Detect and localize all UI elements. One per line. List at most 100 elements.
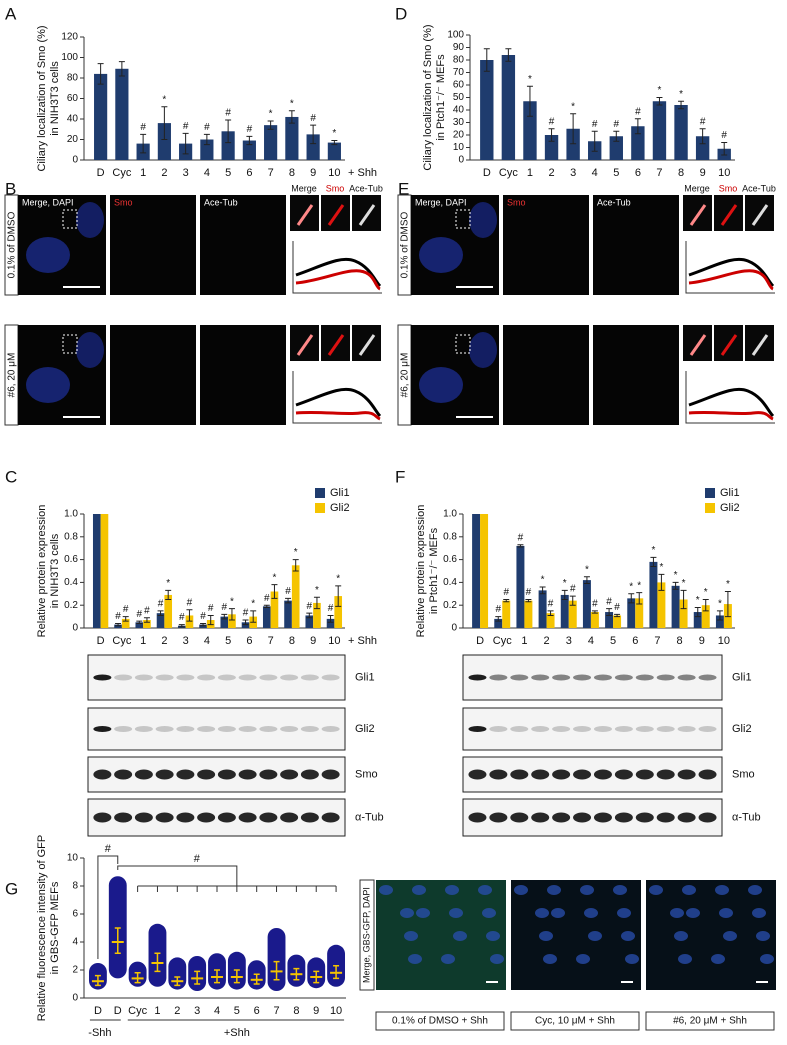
bracket: [117, 865, 337, 887]
blot-label: α-Tub: [732, 811, 761, 823]
bar: [501, 55, 516, 160]
legend-swatch: [315, 503, 325, 513]
fluor-image: [646, 880, 776, 990]
x-tick-label: Cyc: [493, 635, 512, 647]
y-tick-label: 0.8: [443, 531, 457, 542]
y-tick-label: 100: [447, 30, 464, 41]
error-bar: [694, 606, 701, 618]
cell-nucleus: [621, 931, 635, 941]
blot-label: Gli2: [355, 723, 375, 735]
bar: [199, 624, 207, 628]
x-tick-label: 6: [246, 167, 252, 179]
x-tick-label: D: [476, 635, 484, 647]
y-tick-label: 80: [67, 73, 79, 84]
significance-marker: #: [635, 106, 641, 117]
significance-marker: #: [614, 602, 620, 613]
significance-marker: #: [115, 611, 121, 622]
blot-band: [698, 726, 717, 732]
blot-band: [635, 726, 654, 732]
y-axis-label: Relative protein expression: [415, 505, 427, 638]
error-bar: [702, 599, 709, 612]
fluor-image: [511, 880, 641, 990]
error-bar: [680, 589, 687, 610]
significance-marker: *: [272, 572, 276, 583]
bracket: [97, 855, 119, 959]
zoom-signal: [720, 334, 738, 356]
cell-nucleus: [613, 885, 627, 895]
blot-band: [176, 674, 195, 681]
blot-band: [134, 674, 153, 681]
error-bar: [161, 106, 168, 140]
blot-band: [238, 674, 257, 681]
error-bar: [246, 135, 253, 146]
row-label: 0.1% of DMSO: [7, 211, 18, 278]
nucleus: [469, 332, 497, 368]
category-note: + Shh: [348, 167, 377, 179]
cell-nucleus: [752, 908, 766, 918]
blot-band: [656, 812, 675, 823]
blot-band: [635, 769, 654, 780]
x-tick-label: 9: [700, 167, 706, 179]
x-tick-label: 4: [204, 635, 210, 647]
fluor-label: Merge, GBS-GFP, DAPI: [361, 887, 371, 983]
error-bar: [221, 613, 228, 620]
y-tick-label: 90: [453, 42, 465, 53]
blot-band: [217, 812, 236, 823]
blot-band: [259, 674, 278, 681]
x-tick-label: 4: [592, 167, 598, 179]
x-tick-label: 2: [174, 1005, 180, 1017]
x-tick-label: 8: [293, 1005, 299, 1017]
x-tick-label: 10: [330, 1005, 342, 1017]
x-tick-label: 8: [678, 167, 684, 179]
error-bar: [591, 610, 598, 614]
y-tick-label: 80: [453, 55, 465, 66]
error-bar: [203, 133, 210, 146]
blot-band: [698, 812, 717, 823]
blot-band: [217, 726, 236, 732]
blot-band: [114, 812, 133, 823]
y-tick-label: 6: [72, 909, 78, 920]
cell-nucleus: [490, 954, 504, 964]
error-bar: [225, 119, 232, 144]
blot-band: [552, 812, 571, 823]
dot-cloud: [267, 928, 286, 991]
x-tick-label: 6: [246, 635, 252, 647]
bar: [566, 128, 580, 160]
significance-marker: #: [243, 608, 249, 619]
category-note: + Shh: [348, 635, 377, 647]
cell-nucleus: [576, 954, 590, 964]
x-tick-label: 10: [718, 635, 730, 647]
blot-band: [155, 769, 174, 780]
blot-band: [593, 812, 612, 823]
y-axis-label: Ciliary localization of Smo (%): [36, 25, 48, 171]
profile-black: [688, 257, 775, 288]
cell-nucleus: [551, 908, 565, 918]
cell-nucleus: [441, 954, 455, 964]
bar: [221, 131, 235, 160]
x-tick-label: D: [97, 635, 105, 647]
error-bar: [658, 573, 665, 591]
x-tick-label: 9: [310, 167, 316, 179]
x-tick-label: 7: [654, 635, 660, 647]
blot-band: [614, 812, 633, 823]
blot-band: [489, 674, 508, 681]
y-tick-label: 60: [453, 80, 465, 91]
y-tick-label: 4: [72, 937, 78, 948]
x-tick-label: 7: [273, 1005, 279, 1017]
y-tick-label: 8: [72, 881, 78, 892]
significance-marker: *: [726, 579, 730, 590]
x-tick-label: 3: [566, 635, 572, 647]
significance-marker: *: [637, 580, 641, 591]
zoom-signal: [751, 204, 769, 226]
micrograph: [593, 325, 679, 425]
x-tick-label: Cyc: [499, 167, 518, 179]
y-tick-label: 120: [61, 32, 78, 43]
error-bar: [699, 128, 706, 145]
blot-band: [593, 769, 612, 780]
significance-marker: #: [606, 596, 612, 607]
bar: [480, 60, 494, 160]
column-label: Ace-Tub: [597, 197, 631, 207]
significance-marker: #: [495, 604, 501, 615]
significance-marker: *: [571, 101, 575, 112]
bar: [334, 596, 343, 628]
